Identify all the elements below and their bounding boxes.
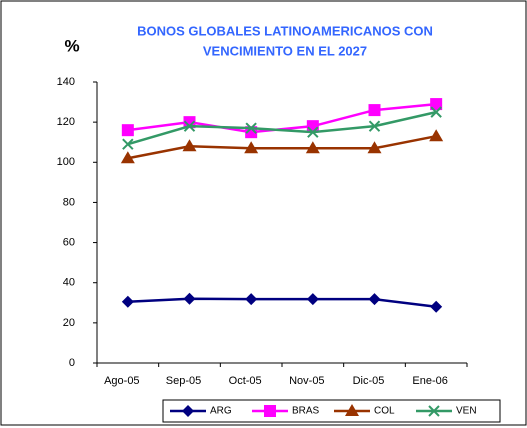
marker [305, 141, 320, 154]
y-tick-label: 0 [69, 357, 75, 369]
y-tick-label: 80 [63, 196, 75, 208]
marker [264, 405, 276, 417]
marker [121, 124, 134, 137]
marker [368, 120, 381, 132]
marker [121, 295, 134, 308]
series-line [127, 110, 437, 146]
y-tick-label: 140 [57, 76, 75, 88]
marker [122, 138, 134, 150]
legend-label: BRAS [292, 406, 320, 417]
marker [183, 292, 196, 305]
marker [368, 104, 381, 117]
marker [120, 151, 135, 164]
y-tick-label: 60 [63, 236, 75, 248]
marker [430, 300, 443, 313]
x-tick-label: Ago-05 [104, 375, 139, 387]
marker [245, 293, 258, 306]
series-line [127, 297, 437, 309]
y-axis-label: % [64, 36, 79, 55]
marker [182, 139, 197, 152]
legend-label: ARG [210, 406, 232, 417]
y-tick-label: 120 [57, 116, 75, 128]
marker [306, 293, 319, 306]
marker [430, 106, 442, 118]
marker [244, 141, 259, 154]
marker [183, 120, 196, 132]
x-tick-label: Nov-05 [289, 375, 324, 387]
chart-title: VENCIMIENTO EN EL 2027 [203, 43, 367, 58]
marker [429, 129, 444, 142]
legend-label: COL [374, 406, 395, 417]
legend-box [162, 399, 501, 423]
y-tick-label: 20 [63, 317, 75, 329]
y-tick-label: 100 [57, 156, 75, 168]
marker [428, 405, 440, 417]
marker [345, 404, 359, 416]
marker [182, 405, 194, 417]
y-tick-label: 40 [63, 277, 75, 289]
chart-title: BONOS GLOBALES LATINOAMERICANOS CON [137, 23, 433, 38]
marker [368, 293, 381, 306]
x-tick-label: Oct-05 [229, 375, 262, 387]
marker [183, 116, 196, 129]
marker [430, 98, 443, 111]
x-tick-label: Dic-05 [353, 375, 385, 387]
series-line [127, 134, 437, 160]
legend-label: VEN [456, 406, 477, 417]
marker [307, 126, 319, 138]
x-tick-label: Ene-06 [412, 375, 447, 387]
marker [245, 122, 257, 134]
marker [306, 120, 319, 133]
x-tick-label: Sep-05 [166, 375, 201, 387]
marker [367, 141, 382, 154]
